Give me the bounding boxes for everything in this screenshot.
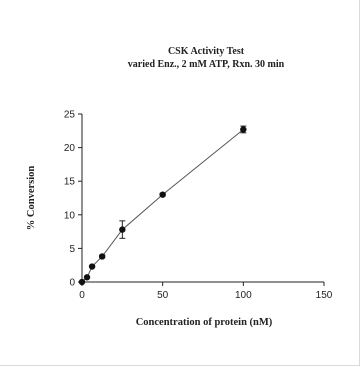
x-tick-label: 50 [157,290,169,301]
data-point [119,226,126,233]
data-series [78,125,247,286]
y-tick-label: 5 [69,244,75,255]
y-axis-label: % Conversion [26,166,37,231]
axes [81,114,324,283]
x-tick-label: 0 [79,290,85,301]
y-tick-label: 10 [64,210,76,221]
ticks: 0 50 100 150 0 5 10 15 20 25 [64,110,333,302]
data-point [98,253,106,260]
data-point [88,263,96,270]
y-tick-label: 15 [64,177,76,188]
x-tick-label: 150 [316,290,333,301]
data-point [159,191,166,198]
data-point [78,278,86,286]
chart-subtitle: varied Enz., 2 mM ATP, Rxn. 30 min [128,59,285,70]
data-point [240,126,247,133]
x-axis-label: Concentration of protein (nM) [136,317,273,328]
y-tick-label: 20 [64,143,76,154]
y-tick-label: 0 [69,278,75,289]
y-tick-label: 25 [64,110,76,121]
x-tick-label: 100 [235,290,252,301]
series-line [81,129,244,283]
chart-title: CSK Activity Test [168,46,245,57]
data-point [83,274,91,281]
